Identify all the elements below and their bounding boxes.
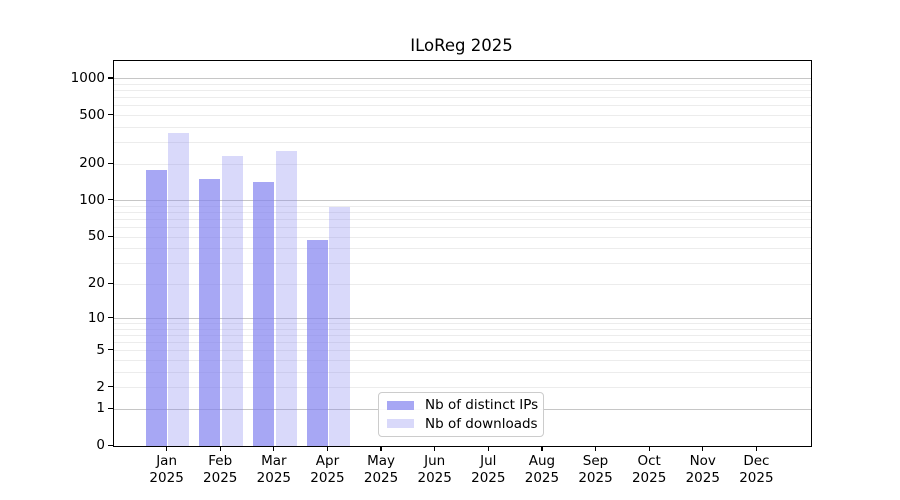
bar-distinct-ips-feb <box>199 179 221 446</box>
y-tick-label: 20 <box>87 275 105 292</box>
gridline-minor <box>114 328 811 330</box>
chart-title: ILoReg 2025 <box>410 36 513 55</box>
x-tick-label-sep: Sep 2025 <box>578 453 613 486</box>
gridline-minor <box>114 97 811 99</box>
y-tick-label: 200 <box>79 155 105 172</box>
y-tick-mark <box>108 77 113 79</box>
legend-label-downloads: Nb of downloads <box>425 415 538 432</box>
x-tick-mark <box>487 446 489 451</box>
y-tick-label: 1 <box>96 400 105 417</box>
x-tick-label-nov: Nov 2025 <box>685 453 720 486</box>
gridline-minor <box>114 105 811 107</box>
y-tick-label: 500 <box>79 106 105 123</box>
x-tick-label-aug: Aug 2025 <box>524 453 560 486</box>
y-tick-mark <box>108 235 113 237</box>
y-tick-mark <box>108 317 113 319</box>
gridline-minor <box>114 323 811 325</box>
y-tick-label: 5 <box>96 341 105 358</box>
x-tick-label-jun: Jun 2025 <box>417 453 452 486</box>
gridline-minor <box>114 283 811 285</box>
bar-distinct-ips-apr <box>306 240 328 446</box>
gridline-minor <box>114 248 811 250</box>
gridline-minor <box>114 334 811 336</box>
y-tick-mark <box>108 349 113 351</box>
gridline-minor <box>114 218 811 220</box>
y-tick-label: 50 <box>87 228 105 245</box>
gridline-minor <box>114 163 811 165</box>
x-tick-mark <box>380 446 382 451</box>
x-tick-mark <box>648 446 650 451</box>
x-tick-label-feb: Feb 2025 <box>203 453 238 486</box>
y-tick-label: 10 <box>87 309 105 326</box>
x-tick-mark <box>541 446 543 451</box>
legend-item-downloads: Nb of downloads <box>387 415 538 432</box>
x-tick-mark <box>273 446 275 451</box>
gridline-minor <box>114 342 811 344</box>
legend-item-distinct-ips: Nb of distinct IPs <box>387 397 539 414</box>
gridline-minor <box>114 90 811 92</box>
y-tick-mark <box>108 386 113 388</box>
gridline-minor <box>114 115 811 117</box>
y-tick-label: 0 <box>96 437 105 453</box>
x-tick-mark <box>755 446 757 451</box>
gridline-major <box>114 78 811 80</box>
gridline-minor <box>114 236 811 238</box>
gridline-minor <box>114 359 811 361</box>
x-tick-label-apr: Apr 2025 <box>310 453 345 486</box>
bar-downloads-apr <box>329 206 351 446</box>
x-tick-label-jan: Jan 2025 <box>149 453 184 486</box>
y-tick-mark <box>108 162 113 164</box>
y-tick-label: 100 <box>79 191 105 208</box>
x-tick-mark <box>219 446 221 451</box>
gridline-minor <box>114 371 811 373</box>
x-tick-label-mar: Mar 2025 <box>256 453 292 486</box>
x-tick-mark <box>166 446 168 451</box>
gridline-major <box>114 318 811 320</box>
bar-downloads-mar <box>275 151 297 446</box>
gridline-minor <box>114 83 811 85</box>
gridline-minor <box>114 211 811 213</box>
x-tick-label-jul: Jul 2025 <box>471 453 506 486</box>
gridline-minor <box>114 142 811 144</box>
x-tick-mark <box>594 446 597 451</box>
y-tick-mark <box>108 282 113 284</box>
x-tick-mark <box>326 446 329 451</box>
bar-distinct-ips-jan <box>145 170 167 446</box>
legend-swatch-distinct-ips <box>387 400 414 410</box>
gridline-minor <box>114 350 811 352</box>
x-tick-label-dec: Dec 2025 <box>739 453 774 486</box>
bar-downloads-jan <box>168 133 190 446</box>
y-tick-mark <box>108 199 113 201</box>
legend-label-distinct-ips: Nb of distinct IPs <box>425 397 539 414</box>
plot-area <box>113 60 812 447</box>
gridline-major <box>114 200 811 202</box>
y-tick-label: 2 <box>96 378 105 395</box>
legend: Nb of distinct IPs Nb of downloads <box>378 392 544 437</box>
bar-distinct-ips-mar <box>253 182 275 446</box>
gridline-minor <box>114 387 811 389</box>
x-tick-mark <box>702 446 704 451</box>
y-tick-label: 1000 <box>70 69 105 86</box>
y-tick-mark <box>108 407 113 409</box>
x-tick-mark <box>434 446 436 451</box>
gridline-minor <box>114 205 811 207</box>
gridline-minor <box>114 263 811 265</box>
legend-swatch-downloads <box>387 419 414 429</box>
x-tick-label-may: May 2025 <box>363 453 399 486</box>
gridline-minor <box>114 126 811 128</box>
bar-downloads-feb <box>221 156 243 446</box>
gridline-minor <box>114 227 811 229</box>
x-tick-label-oct: Oct 2025 <box>631 453 667 486</box>
y-tick-mark <box>108 114 113 116</box>
y-tick-mark <box>108 444 113 446</box>
